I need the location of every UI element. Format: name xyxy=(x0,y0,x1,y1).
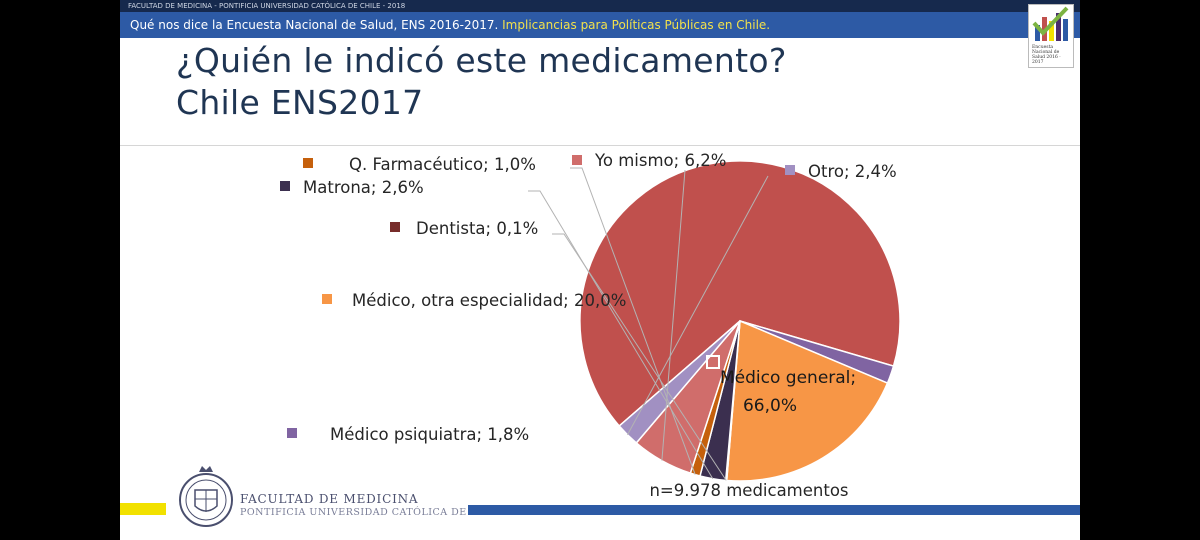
slice-label-yo-mismo: Yo mismo; 6,2% xyxy=(594,151,726,170)
slice-label-otro: Otro; 2,4% xyxy=(808,162,897,181)
leader-line-dentista xyxy=(552,233,727,481)
legend-marker-q-farmaceutico xyxy=(303,158,313,168)
ens-logo-icon xyxy=(1032,6,1069,41)
slice-label-medico-psiquiatra: Médico psiquiatra; 1,8% xyxy=(330,425,529,444)
page-title: ¿Quién le indicó este medicamento? Chile… xyxy=(176,40,787,124)
slide: FACULTAD DE MEDICINA - PONTIFICIA UNIVER… xyxy=(120,0,1080,540)
title-line-1: ¿Quién le indicó este medicamento? xyxy=(176,41,787,80)
slice-label-medico-otra-especialidad: Médico, otra especialidad; 20,0% xyxy=(352,291,626,310)
title-line-2: Chile ENS2017 xyxy=(176,83,424,122)
slice-labels: Médico psiquiatra; 1,8% Médico, otra espe… xyxy=(280,151,897,444)
slice-label-marker xyxy=(706,355,720,369)
subtitle-main-text: Qué nos dice la Encuesta Nacional de Sal… xyxy=(130,18,499,32)
top-header-bar: FACULTAD DE MEDICINA - PONTIFICIA UNIVER… xyxy=(120,0,1080,12)
title-divider xyxy=(120,145,1080,146)
legend-marker-medico-otra-especialidad xyxy=(322,294,332,304)
slice-label-medico-general-name: Médico general; xyxy=(720,368,856,388)
ens-logo-text: Encuesta Nacional de Salud 2016 · 2017 xyxy=(1032,45,1061,65)
slice-label-matrona: Matrona; 2,6% xyxy=(303,178,424,197)
faculty-name: FACULTAD DE MEDICINA xyxy=(240,492,419,506)
legend-marker-yo-mismo xyxy=(572,155,582,165)
legend-marker-matrona xyxy=(280,181,290,191)
slice-label-medico-general-value: 66,0% xyxy=(743,396,797,416)
subtitle-highlight-text: Implicancias para Políticas Públicas en … xyxy=(502,18,771,32)
university-name: PONTIFICIA UNIVERSIDAD CATÓLICA DE CHILE xyxy=(240,507,506,518)
leader-line-otro xyxy=(627,175,769,436)
footer-yellow-bar xyxy=(120,503,166,515)
legend-marker-dentista xyxy=(390,222,400,232)
legend-marker-otro xyxy=(785,165,795,175)
slice-label-dentista: Dentista; 0,1% xyxy=(416,219,538,238)
sample-size-annotation: n=9.978 medicamentos xyxy=(649,481,848,500)
slice-label-q-farmaceutico: Q. Farmacéutico; 1,0% xyxy=(349,155,536,174)
leader-line-q-farmaceutico xyxy=(570,167,696,475)
pie-slice-medico-otra-especialidad xyxy=(725,319,889,482)
legend-marker-medico-psiquiatra xyxy=(287,428,297,438)
pie-chart: Médico psiquiatra; 1,8% Médico, otra espe… xyxy=(280,151,901,500)
university-crest-icon xyxy=(179,466,233,527)
leader-line-yo-mismo xyxy=(661,169,686,461)
subtitle-bar: Qué nos dice la Encuesta Nacional de Sal… xyxy=(120,12,1080,38)
top-header-text: FACULTAD DE MEDICINA - PONTIFICIA UNIVER… xyxy=(128,2,406,10)
ens-logo: Encuesta Nacional de Salud 2016 · 2017 xyxy=(1028,4,1074,68)
footer-blue-bar xyxy=(468,505,1080,515)
leader-lines xyxy=(528,167,769,481)
pie-slice-medico-general xyxy=(579,160,901,428)
